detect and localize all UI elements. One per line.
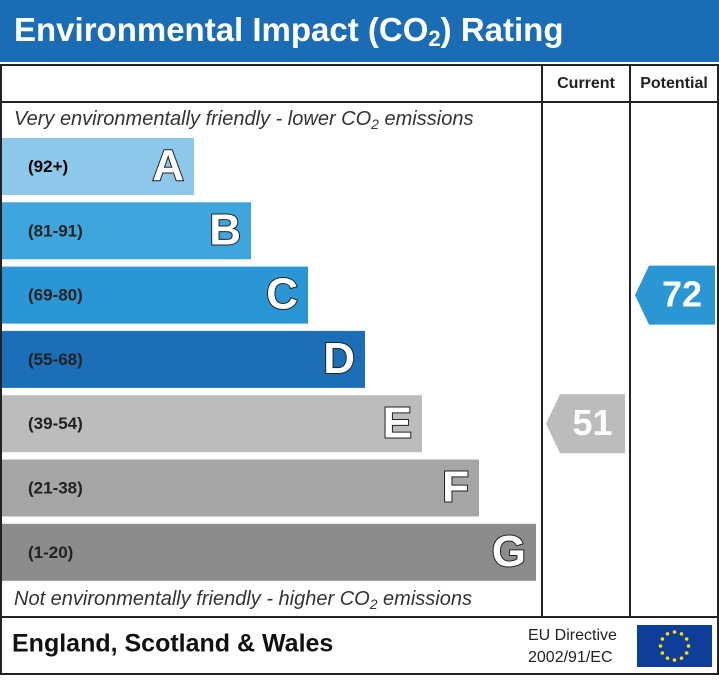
- eu-star: [679, 632, 684, 636]
- eu-star: [658, 644, 663, 648]
- band-letter: C: [266, 270, 298, 319]
- column-header: Current: [557, 75, 615, 92]
- band-bar: [2, 523, 536, 581]
- note-text: Very environmentally friendly - lower CO: [14, 108, 371, 130]
- band-bar: [2, 459, 479, 517]
- band-range: (92+): [28, 157, 68, 176]
- band-bar: [2, 266, 308, 324]
- band-bar: [2, 138, 194, 195]
- band-range: (81-91): [28, 221, 83, 240]
- eu-star: [660, 637, 665, 641]
- title: Environmental Impact (CO2) Rating: [14, 11, 563, 51]
- band-bar: [2, 395, 422, 453]
- band-range: (69-80): [28, 286, 83, 305]
- band-letter: D: [323, 334, 355, 383]
- note-text: emissions: [379, 108, 473, 130]
- note-sub: 2: [370, 116, 379, 132]
- title-text: ) Rating: [441, 11, 564, 48]
- eu-star: [679, 656, 684, 660]
- band-bar: [2, 330, 365, 388]
- note-text: emissions: [378, 588, 472, 610]
- column-header: Potential: [640, 75, 708, 92]
- rating-arrow: [635, 265, 715, 325]
- top-note: Very environmentally friendly - lower CO…: [14, 108, 473, 131]
- band-bar: [2, 202, 251, 260]
- note-sub: 2: [369, 596, 378, 612]
- band-range: (1-20): [28, 543, 73, 562]
- title-sub: 2: [428, 26, 440, 51]
- band-letter: B: [209, 205, 241, 254]
- eu-star: [660, 651, 665, 655]
- eu-star: [672, 630, 677, 634]
- band-letter: E: [383, 398, 412, 447]
- band-range: (21-38): [28, 478, 83, 497]
- band-letter: G: [492, 527, 526, 576]
- rating-arrow: [546, 394, 625, 454]
- eu-star: [684, 651, 689, 655]
- bottom-note: Not environmentally friendly - higher CO…: [14, 588, 472, 611]
- eu-star: [684, 637, 689, 641]
- band-range: (55-68): [28, 350, 83, 369]
- eu-star: [665, 632, 670, 636]
- region: England, Scotland & Wales: [12, 630, 333, 658]
- eu-star: [665, 656, 670, 660]
- note-text: Not environmentally friendly - higher CO: [14, 588, 370, 610]
- eu-star: [672, 658, 677, 662]
- band-letter: A: [152, 141, 184, 190]
- title-text: Environmental Impact (CO: [14, 11, 428, 48]
- title-bar: [0, 0, 719, 62]
- eu-star: [686, 644, 691, 648]
- directive: EU Directive: [528, 627, 617, 644]
- directive: 2002/91/EC: [528, 649, 613, 666]
- band-range: (39-54): [28, 414, 83, 433]
- rating-value: 51: [572, 402, 612, 443]
- band-letter: F: [442, 463, 469, 512]
- frame: [0, 64, 719, 675]
- rating-value: 72: [662, 274, 702, 315]
